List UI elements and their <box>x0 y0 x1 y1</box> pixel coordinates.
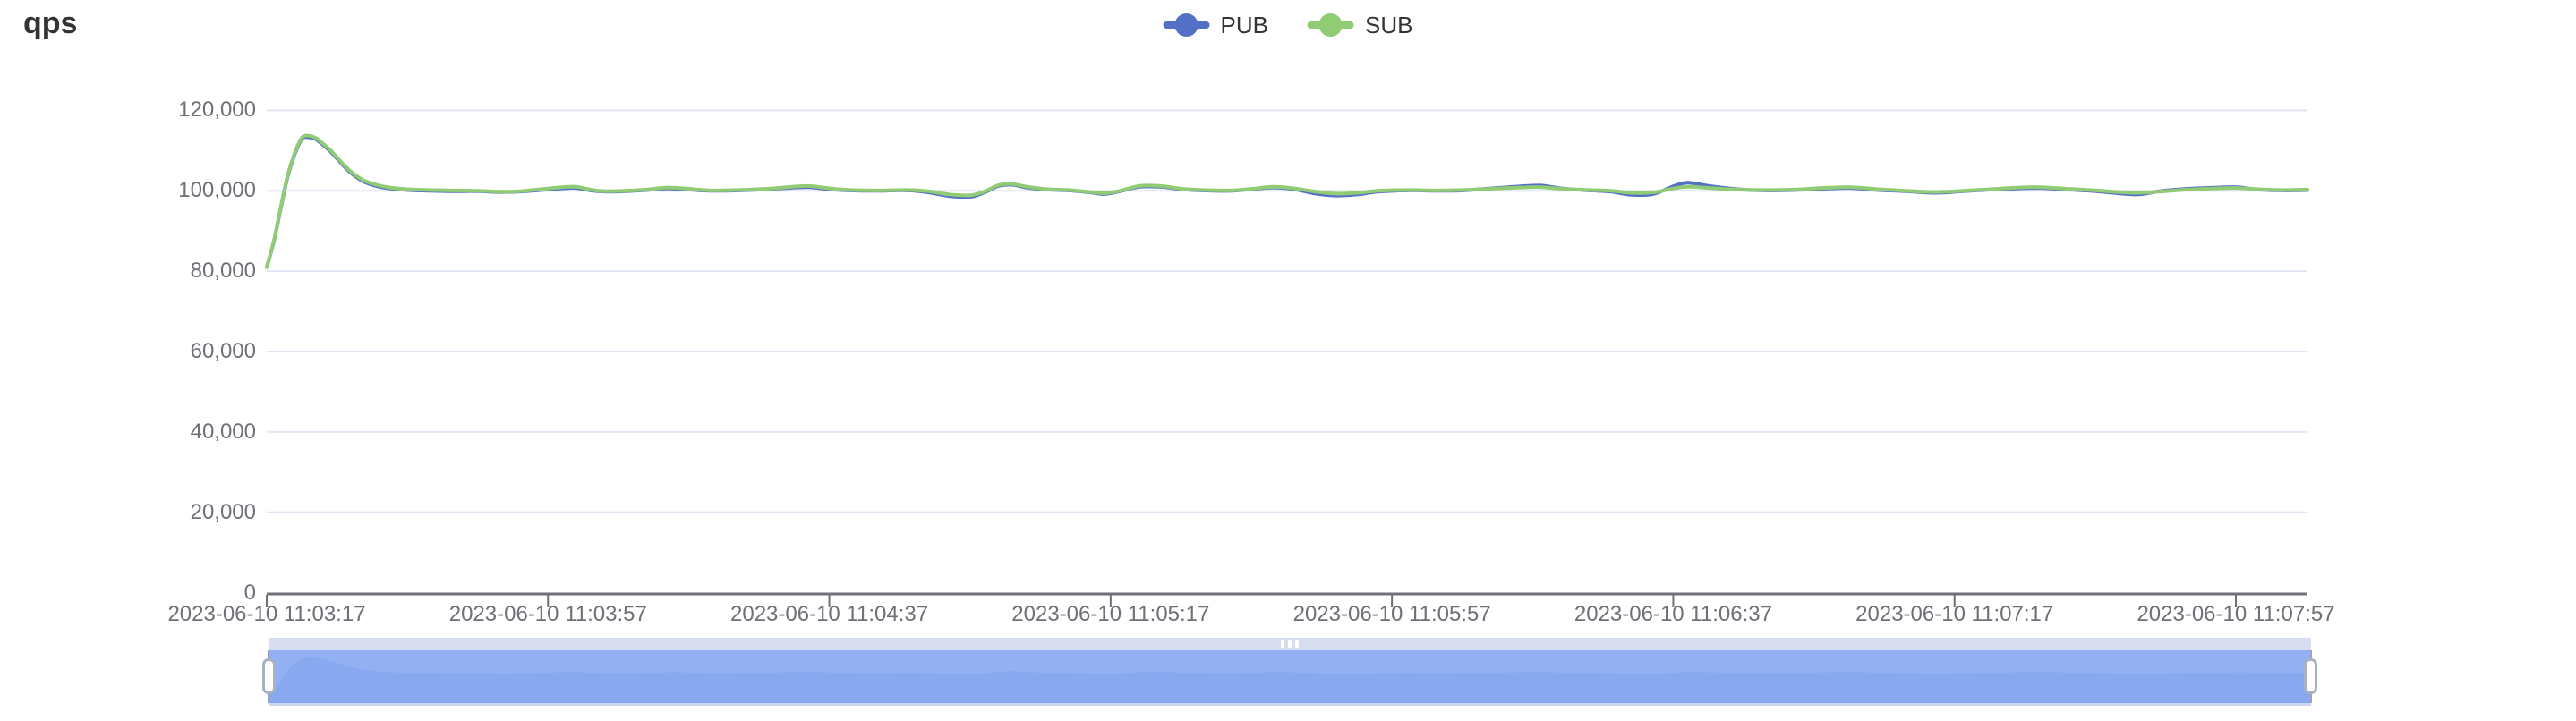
datazoom-data-shadow <box>269 657 2311 703</box>
chart-title: qps <box>23 6 78 40</box>
x-tick-label: 2023-06-10 11:07:17 <box>1855 602 2054 626</box>
drag-grip-icon[interactable] <box>1281 640 1299 648</box>
x-tick-label: 2023-06-10 11:05:57 <box>1292 602 1491 626</box>
legend-label: SUB <box>1365 11 1413 38</box>
legend-label: PUB <box>1220 11 1268 38</box>
datazoom-selected-region[interactable] <box>269 650 2311 706</box>
legend-sub-marker-icon <box>1308 13 1354 38</box>
datazoom-left-handle[interactable] <box>262 658 276 694</box>
legend-pub-marker-icon <box>1163 13 1210 38</box>
y-tick-label: 60,000 <box>190 339 256 363</box>
datazoom-shadow-area <box>269 657 2311 703</box>
y-tick-label: 40,000 <box>190 419 256 444</box>
y-tick-label: 100,000 <box>178 178 256 203</box>
legend-item-pub[interactable]: PUB <box>1163 11 1268 39</box>
y-tick-label: 120,000 <box>178 98 256 123</box>
sub-line <box>265 133 2309 269</box>
x-tick-label: 2023-06-10 11:05:17 <box>1011 602 1210 626</box>
pub-line <box>265 135 2309 269</box>
datazoom-move-bar[interactable] <box>269 638 2311 650</box>
legend-item-sub[interactable]: SUB <box>1308 12 1412 39</box>
y-tick-label: 0 <box>243 580 256 605</box>
datazoom-slider[interactable] <box>262 638 2317 706</box>
legend: PUB SUB <box>1163 5 1412 45</box>
x-tick-label: 2023-06-10 11:07:57 <box>2137 602 2335 626</box>
x-tick-label: 2023-06-10 11:03:57 <box>448 602 647 626</box>
y-tick-label: 80,000 <box>190 259 256 284</box>
x-tick-label: 2023-06-10 11:03:17 <box>167 602 366 626</box>
y-tick-label: 20,000 <box>190 499 256 524</box>
datazoom-right-handle[interactable] <box>2304 658 2317 694</box>
x-tick-label: 2023-06-10 11:04:37 <box>730 602 929 626</box>
x-tick-label: 2023-06-10 11:06:37 <box>1574 602 1772 626</box>
